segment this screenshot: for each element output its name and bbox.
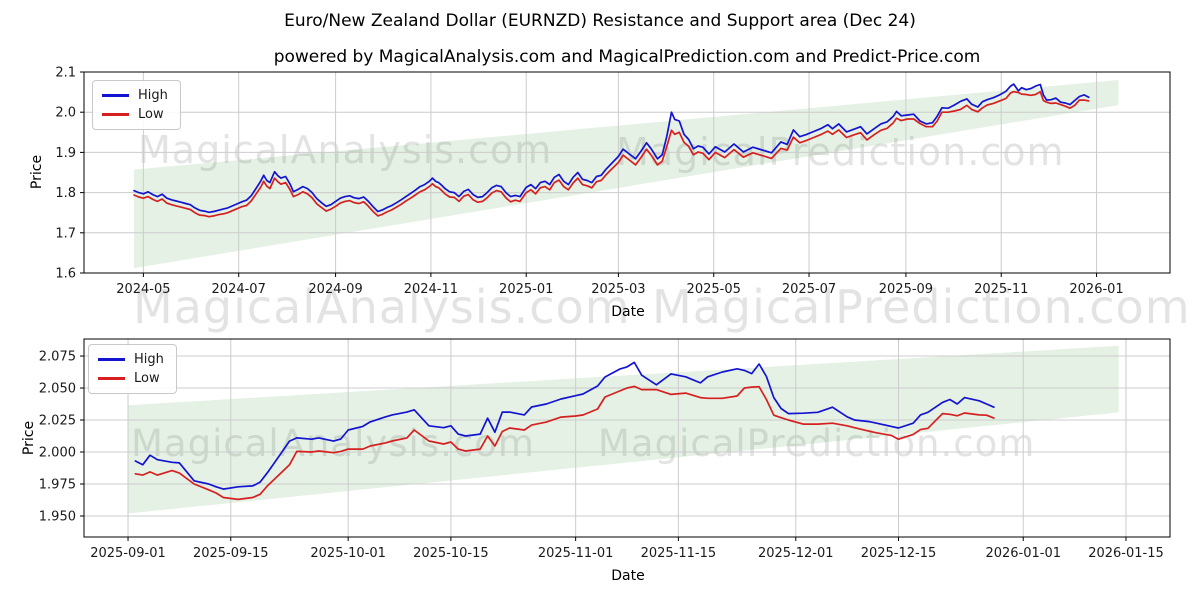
- high-line-swatch: [98, 358, 125, 361]
- low-line: [134, 385, 995, 501]
- plot-border: [83, 71, 1171, 274]
- x-tick-label: 2025-09-01: [90, 546, 166, 561]
- legend-item-low: Low: [102, 105, 168, 124]
- legend-item-low: Low: [98, 369, 164, 388]
- x-tick-label: 2024-05: [116, 282, 170, 297]
- x-tick-label: 2025-11-01: [538, 546, 614, 561]
- x-tick-label: 2026-01-15: [1088, 546, 1164, 561]
- low-line: [133, 90, 1090, 218]
- legend-label-low: Low: [138, 107, 164, 122]
- x-tick-label: 2024-11: [404, 282, 458, 297]
- y-tick-label: 1.8: [55, 186, 76, 201]
- x-tick-label: 2025-11-15: [641, 546, 717, 561]
- page-title: Euro/New Zealand Dollar (EURNZD) Resista…: [284, 11, 916, 31]
- x-tick-label: 2025-12-15: [861, 546, 937, 561]
- x-tick-label: 2025-10-01: [310, 546, 386, 561]
- x-tick-label: 2025-11: [974, 282, 1028, 297]
- legend-item-high: High: [98, 350, 164, 369]
- y-axis-label-bottom: Price: [21, 420, 37, 456]
- x-tick-label: 2025-09-15: [193, 546, 269, 561]
- legend-label-high: High: [138, 88, 168, 103]
- x-tick-label: 2025-03: [591, 282, 645, 297]
- legend-bottom: High Low: [88, 344, 177, 394]
- y-tick-label: 1.975: [39, 478, 76, 493]
- y-tick-label: 1.9: [55, 146, 76, 161]
- high-line: [134, 361, 995, 490]
- high-line: [133, 83, 1090, 214]
- x-tick-label: 2025-01: [499, 282, 553, 297]
- support-resistance-band: [128, 345, 1119, 514]
- x-tick-label: 2025-10-15: [413, 546, 489, 561]
- support-resistance-band: [134, 80, 1119, 269]
- x-tick-label: 2024-09: [308, 282, 362, 297]
- y-axis-label-top: Price: [29, 154, 45, 190]
- y-tick-label: 1.950: [39, 510, 76, 525]
- x-tick-label: 2025-07: [782, 282, 836, 297]
- y-tick-label: 2.1: [55, 66, 76, 81]
- y-tick-label: 1.6: [55, 267, 76, 282]
- high-line-swatch: [102, 94, 129, 97]
- y-tick-label: 2.025: [39, 414, 76, 429]
- y-tick-label: 1.7: [55, 226, 76, 241]
- x-tick-label: 2025-09: [879, 282, 933, 297]
- y-tick-label: 2.0: [55, 106, 76, 121]
- x-axis-label-bottom: Date: [611, 568, 645, 584]
- x-tick-label: 2025-05: [687, 282, 741, 297]
- legend-label-low: Low: [134, 371, 160, 386]
- y-tick-label: 2.075: [39, 350, 76, 365]
- page-subtitle: powered by MagicalAnalysis.com and Magic…: [273, 47, 981, 67]
- x-tick-label: 2026-01: [1069, 282, 1123, 297]
- y-tick-label: 2.000: [39, 446, 76, 461]
- low-line-swatch: [102, 113, 129, 116]
- legend-label-high: High: [134, 352, 164, 367]
- legend-item-high: High: [102, 86, 168, 105]
- chart-top: 2024-05 2024-07 2024-09 2024-11 2025-01 2025-…: [55, 66, 1171, 297]
- low-line-swatch: [98, 377, 125, 380]
- chart-bottom: 2025-09-01 2025-09-15 2025-10-01 2025-10-15…: [39, 338, 1171, 561]
- x-axis-label-top: Date: [611, 304, 645, 320]
- plot-border: [83, 338, 1171, 538]
- x-tick-label: 2025-12-01: [758, 546, 834, 561]
- y-tick-label: 2.050: [39, 382, 76, 397]
- x-tick-label: 2026-01-01: [985, 546, 1061, 561]
- x-tick-label: 2024-07: [212, 282, 266, 297]
- legend-top: High Low: [92, 80, 181, 130]
